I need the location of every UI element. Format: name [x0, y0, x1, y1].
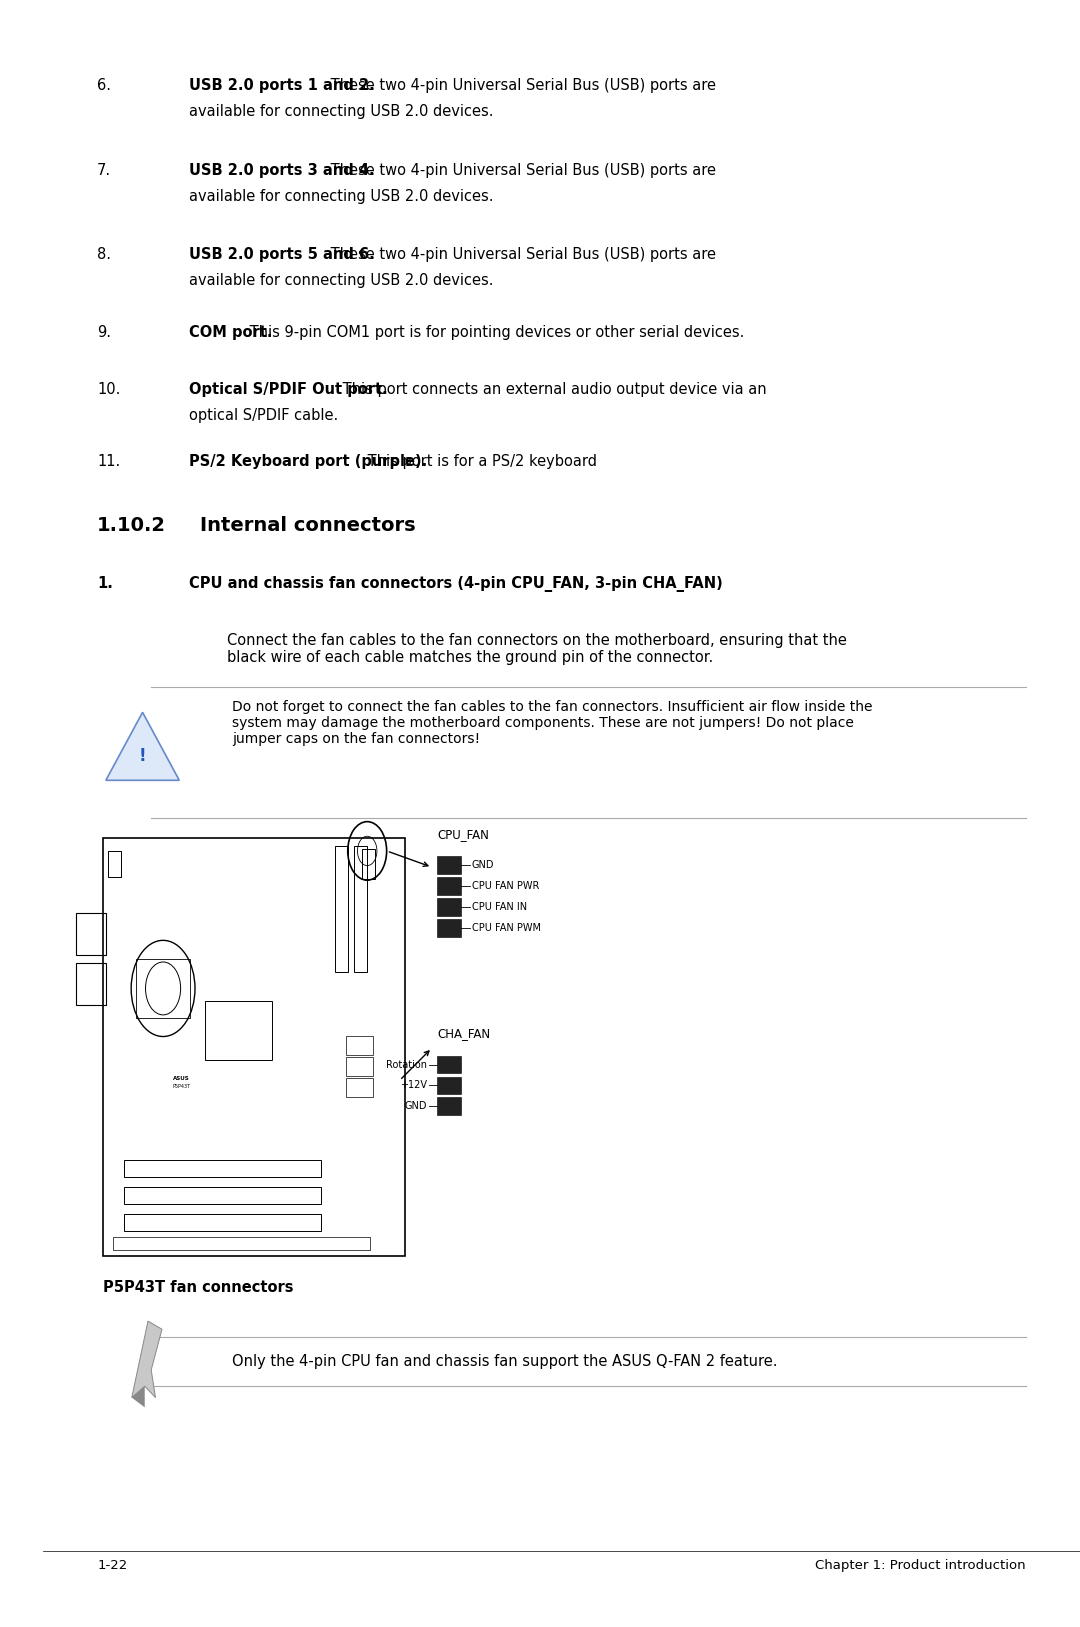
Bar — [335, 846, 348, 971]
Bar — [354, 846, 367, 971]
Bar — [76, 963, 106, 1005]
Bar — [136, 960, 190, 1019]
Text: These two 4-pin Universal Serial Bus (USB) ports are: These two 4-pin Universal Serial Bus (US… — [326, 163, 716, 177]
Text: USB 2.0 ports 5 and 6. These two 4-pin Universal Serial Bus (USB) ports are
avai: USB 2.0 ports 5 and 6. These two 4-pin U… — [189, 247, 744, 280]
Bar — [437, 1077, 461, 1093]
Text: This port connects an external audio output device via an: This port connects an external audio out… — [338, 382, 767, 397]
Bar — [346, 1056, 373, 1075]
Bar — [362, 849, 375, 879]
Text: 10.: 10. — [97, 382, 121, 397]
Text: CPU_FAN: CPU_FAN — [437, 828, 489, 841]
Text: These two 4-pin Universal Serial Bus (USB) ports are: These two 4-pin Universal Serial Bus (US… — [326, 78, 716, 93]
Text: CPU FAN IN: CPU FAN IN — [472, 901, 527, 913]
Text: CHA_FAN: CHA_FAN — [437, 1027, 490, 1040]
Bar — [76, 913, 106, 955]
Text: !: ! — [138, 747, 147, 765]
Text: P5P43T: P5P43T — [173, 1084, 191, 1088]
Text: USB 2.0 ports 3 and 4. These two 4-pin Universal Serial Bus (USB) ports are
avai: USB 2.0 ports 3 and 4. These two 4-pin U… — [189, 163, 744, 195]
Text: Optical S/PDIF Out port. This port connects an external audio output device via : Optical S/PDIF Out port. This port conne… — [189, 382, 792, 415]
Text: available for connecting USB 2.0 devices.: available for connecting USB 2.0 devices… — [189, 104, 494, 119]
Text: PS/2 Keyboard port (purple).: PS/2 Keyboard port (purple). — [189, 454, 428, 469]
Text: +12V: +12V — [400, 1080, 427, 1090]
Text: This 9-pin COM1 port is for pointing devices or other serial devices.: This 9-pin COM1 port is for pointing dev… — [245, 325, 744, 340]
Polygon shape — [132, 1386, 145, 1407]
Text: Optical S/PDIF Out port.: Optical S/PDIF Out port. — [189, 382, 388, 397]
Bar — [346, 1036, 373, 1056]
Text: Chapter 1: Product introduction: Chapter 1: Product introduction — [815, 1559, 1026, 1572]
Bar — [124, 1160, 321, 1176]
Text: available for connecting USB 2.0 devices.: available for connecting USB 2.0 devices… — [189, 189, 494, 203]
Bar — [108, 851, 121, 877]
Text: PS/2 Keyboard port (purple). This port is for a PS/2 keyboard: PS/2 Keyboard port (purple). This port i… — [189, 454, 631, 469]
Text: CPU FAN PWM: CPU FAN PWM — [472, 923, 541, 934]
Text: optical S/PDIF cable.: optical S/PDIF cable. — [189, 408, 338, 423]
Text: 1.10.2: 1.10.2 — [97, 516, 166, 535]
Bar — [346, 1077, 373, 1097]
Text: Do not forget to connect the fan cables to the fan connectors. Insufficient air : Do not forget to connect the fan cables … — [232, 700, 873, 747]
Text: USB 2.0 ports 5 and 6.: USB 2.0 ports 5 and 6. — [189, 247, 375, 262]
Bar — [437, 919, 461, 937]
Bar — [103, 838, 405, 1256]
Text: ASUS: ASUS — [173, 1075, 190, 1080]
Bar — [437, 898, 461, 916]
Bar — [437, 856, 461, 874]
Text: CPU and chassis fan connectors (4-pin CPU_FAN, 3-pin CHA_FAN): CPU and chassis fan connectors (4-pin CP… — [189, 576, 723, 592]
Text: GND: GND — [404, 1101, 427, 1111]
Text: 9.: 9. — [97, 325, 111, 340]
Text: These two 4-pin Universal Serial Bus (USB) ports are: These two 4-pin Universal Serial Bus (US… — [326, 247, 716, 262]
Text: GND: GND — [472, 859, 495, 870]
Text: available for connecting USB 2.0 devices.: available for connecting USB 2.0 devices… — [189, 273, 494, 288]
Text: 1-22: 1-22 — [97, 1559, 127, 1572]
Polygon shape — [132, 1321, 162, 1398]
Bar — [113, 1237, 370, 1250]
Polygon shape — [106, 713, 179, 781]
Text: 7.: 7. — [97, 163, 111, 177]
Bar — [124, 1188, 321, 1204]
Bar — [124, 1214, 321, 1232]
Text: Rotation: Rotation — [386, 1059, 427, 1069]
Bar — [205, 1001, 272, 1059]
Text: COM port. This 9-pin COM1 port is for pointing devices or other serial devices.: COM port. This 9-pin COM1 port is for po… — [189, 325, 762, 340]
Text: Internal connectors: Internal connectors — [200, 516, 416, 535]
Text: 6.: 6. — [97, 78, 111, 93]
Text: COM port.: COM port. — [189, 325, 272, 340]
Bar — [437, 1056, 461, 1074]
Bar — [437, 877, 461, 895]
Text: USB 2.0 ports 1 and 2.: USB 2.0 ports 1 and 2. — [189, 78, 375, 93]
Text: USB 2.0 ports 1 and 2. These two 4-pin Universal Serial Bus (USB) ports are
avai: USB 2.0 ports 1 and 2. These two 4-pin U… — [189, 78, 744, 111]
Text: CPU FAN PWR: CPU FAN PWR — [472, 880, 539, 892]
Bar — [437, 1097, 461, 1114]
Text: 8.: 8. — [97, 247, 111, 262]
Text: 1.: 1. — [97, 576, 113, 591]
Text: Connect the fan cables to the fan connectors on the motherboard, ensuring that t: Connect the fan cables to the fan connec… — [227, 633, 847, 665]
Text: P5P43T fan connectors: P5P43T fan connectors — [103, 1280, 293, 1295]
Text: This port is for a PS/2 keyboard: This port is for a PS/2 keyboard — [363, 454, 597, 469]
Bar — [108, 851, 121, 877]
Text: USB 2.0 ports 3 and 4.: USB 2.0 ports 3 and 4. — [189, 163, 375, 177]
Text: 11.: 11. — [97, 454, 121, 469]
Text: Only the 4-pin CPU fan and chassis fan support the ASUS Q-FAN 2 feature.: Only the 4-pin CPU fan and chassis fan s… — [232, 1354, 778, 1370]
